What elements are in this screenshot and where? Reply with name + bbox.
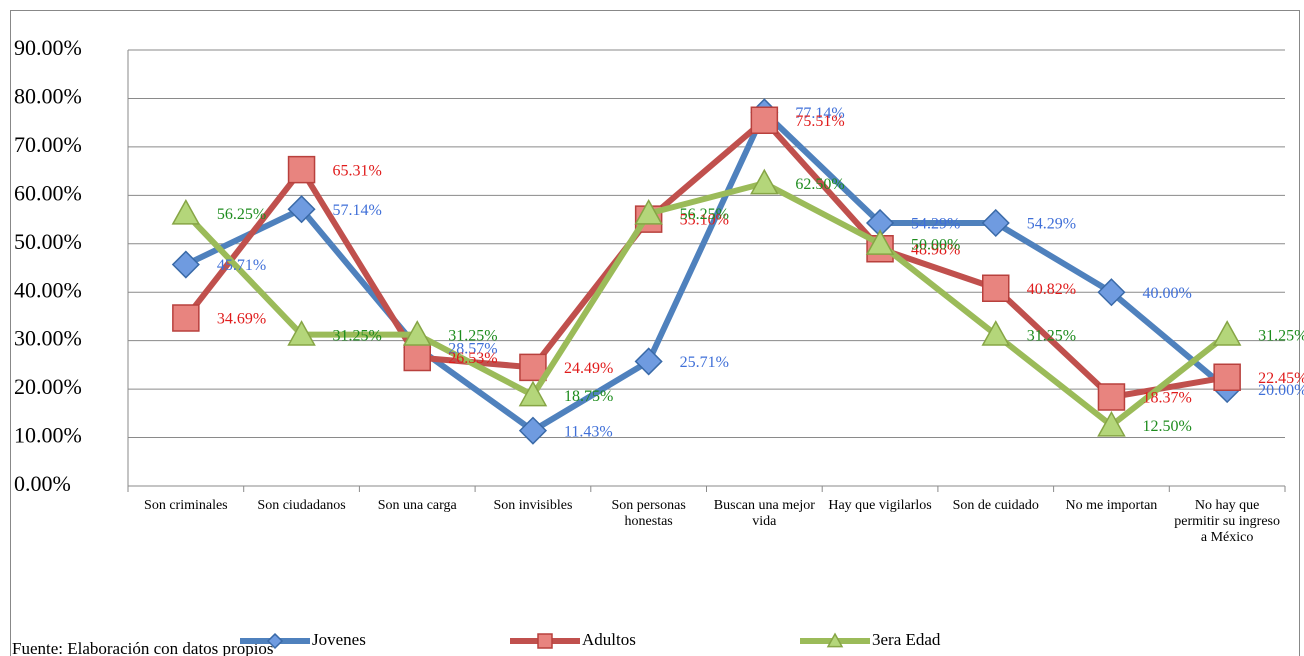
marker bbox=[1097, 383, 1126, 411]
data-label: 18.75% bbox=[564, 388, 613, 405]
marker bbox=[403, 343, 431, 372]
marker bbox=[981, 208, 1010, 238]
data-label: 45.71% bbox=[217, 257, 266, 274]
marker bbox=[172, 304, 200, 332]
y-tick-label: 0.00% bbox=[14, 471, 71, 496]
x-tick-label: Son invisibles bbox=[493, 498, 573, 513]
marker bbox=[518, 416, 548, 445]
legend-label: 3era Edad bbox=[872, 630, 941, 649]
series-line bbox=[184, 109, 1230, 434]
x-tick-label: Hay que vigilarlos bbox=[828, 498, 932, 513]
data-label: 77.14% bbox=[795, 105, 844, 122]
y-tick-label: 70.00% bbox=[14, 132, 82, 157]
data-label: 11.43% bbox=[564, 423, 613, 440]
y-tick-label: 10.00% bbox=[14, 423, 82, 448]
data-label: 26.53% bbox=[448, 350, 497, 367]
y-tick-label: 40.00% bbox=[14, 277, 82, 302]
legend-marker bbox=[537, 633, 553, 649]
marker bbox=[1097, 278, 1126, 307]
marker bbox=[982, 274, 1010, 302]
x-tick-label: Son ciudadanos bbox=[257, 498, 346, 513]
x-tick-label: Buscan una mejor vida bbox=[713, 498, 815, 529]
data-label: 54.29% bbox=[1027, 216, 1076, 233]
data-label: 31.25% bbox=[1027, 327, 1076, 344]
data-label: 31.25% bbox=[333, 327, 382, 344]
y-tick-label: 80.00% bbox=[14, 83, 82, 108]
data-label: 12.50% bbox=[1142, 418, 1191, 435]
marker bbox=[634, 198, 663, 225]
marker bbox=[865, 229, 895, 255]
data-label: 22.45% bbox=[1258, 370, 1304, 387]
data-label: 75.51% bbox=[795, 113, 844, 130]
data-label: 18.37% bbox=[1142, 390, 1191, 407]
legend-label: Jovenes bbox=[312, 630, 366, 649]
y-tick-label: 30.00% bbox=[14, 326, 82, 351]
x-tick-label: Son criminales bbox=[144, 498, 228, 513]
data-label: 40.82% bbox=[1027, 281, 1076, 298]
data-label: 65.31% bbox=[333, 162, 382, 179]
marker bbox=[171, 250, 200, 279]
data-label: 56.25% bbox=[217, 206, 266, 223]
data-label: 55.10% bbox=[680, 212, 729, 229]
data-label: 40.00% bbox=[1142, 285, 1191, 302]
x-tick-label: No hay que permitir su ingreso a México bbox=[1174, 498, 1281, 545]
data-label: 20.00% bbox=[1258, 382, 1304, 399]
y-tick-label: 20.00% bbox=[14, 374, 82, 399]
marker bbox=[518, 380, 548, 407]
data-label: 31.25% bbox=[448, 327, 497, 344]
marker bbox=[287, 195, 316, 224]
x-tick-label: Son una carga bbox=[377, 498, 457, 513]
legend-marker bbox=[266, 632, 284, 650]
data-label: 57.14% bbox=[333, 202, 382, 219]
data-label: 24.49% bbox=[564, 360, 613, 377]
data-label: 31.25% bbox=[1258, 327, 1304, 344]
y-tick-label: 50.00% bbox=[14, 229, 82, 254]
marker bbox=[634, 347, 663, 376]
y-tick-label: 90.00% bbox=[14, 35, 82, 60]
legend-marker bbox=[826, 632, 844, 648]
x-tick-label: No me importan bbox=[1065, 498, 1158, 513]
data-label: 34.69% bbox=[217, 311, 266, 328]
marker bbox=[402, 320, 432, 346]
data-label: 25.71% bbox=[680, 354, 729, 371]
marker bbox=[287, 155, 316, 184]
data-label: 62.50% bbox=[795, 176, 844, 193]
legend-label: Adultos bbox=[582, 630, 636, 649]
series-line bbox=[183, 117, 1228, 401]
source: Fuente: Elaboración con datos propios bbox=[12, 639, 274, 656]
marker bbox=[981, 320, 1011, 346]
x-tick-label: Son de cuidado bbox=[952, 498, 1039, 513]
data-label: 48.98% bbox=[911, 241, 960, 258]
marker bbox=[1097, 410, 1126, 437]
marker bbox=[750, 106, 779, 134]
series-line bbox=[183, 180, 1230, 429]
y-tick-label: 60.00% bbox=[14, 180, 82, 205]
marker bbox=[1212, 320, 1242, 346]
chart-border bbox=[10, 10, 1300, 656]
data-label: 56.25% bbox=[680, 206, 729, 223]
data-label: 28.57% bbox=[448, 340, 497, 357]
marker bbox=[1213, 363, 1241, 391]
x-tick-label: Son personas honestas bbox=[611, 498, 686, 529]
marker bbox=[750, 168, 779, 195]
data-label: 50.00% bbox=[911, 236, 960, 253]
data-label: 54.29% bbox=[911, 216, 960, 233]
marker bbox=[287, 320, 316, 346]
marker bbox=[519, 353, 547, 382]
marker bbox=[171, 198, 201, 225]
